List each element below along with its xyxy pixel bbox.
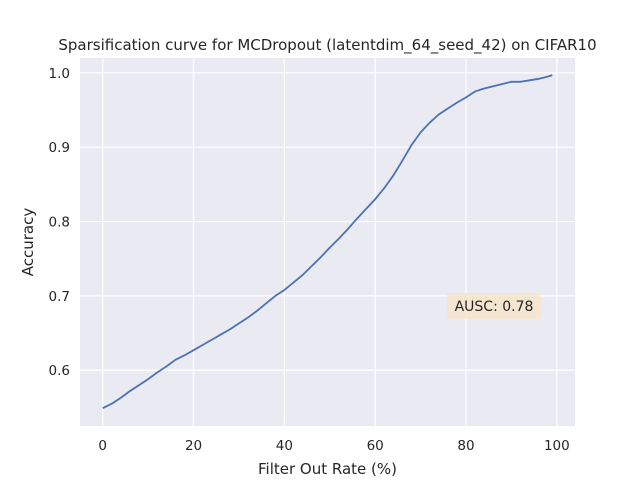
y-tick-label: 0.8 xyxy=(49,215,70,231)
y-axis-label: Accuracy xyxy=(19,208,37,277)
annotation-text: AUSC: 0.78 xyxy=(455,299,534,315)
x-tick-label: 80 xyxy=(457,438,474,454)
chart-title: Sparsification curve for MCDropout (late… xyxy=(58,36,596,55)
y-tick-labels: 0.6 0.7 0.8 0.9 1.0 xyxy=(49,66,70,379)
y-tick-label: 0.6 xyxy=(49,363,70,379)
annotation-box xyxy=(447,293,541,319)
y-tick-label: 0.7 xyxy=(49,289,70,305)
x-tick-label: 60 xyxy=(367,438,384,454)
x-tick-label: 20 xyxy=(185,438,202,454)
y-tick-label: 0.9 xyxy=(49,140,70,156)
y-tick-label: 1.0 xyxy=(49,66,70,82)
x-tick-labels: 0 20 40 60 80 100 xyxy=(98,438,569,454)
ausc-annotation: AUSC: 0.78 xyxy=(447,293,541,319)
x-tick-label: 100 xyxy=(544,438,570,454)
x-axis-label: Filter Out Rate (%) xyxy=(258,460,397,478)
x-tick-label: 40 xyxy=(276,438,293,454)
x-tick-label: 0 xyxy=(98,438,107,454)
plot-area xyxy=(80,58,575,426)
series-points xyxy=(102,74,553,409)
